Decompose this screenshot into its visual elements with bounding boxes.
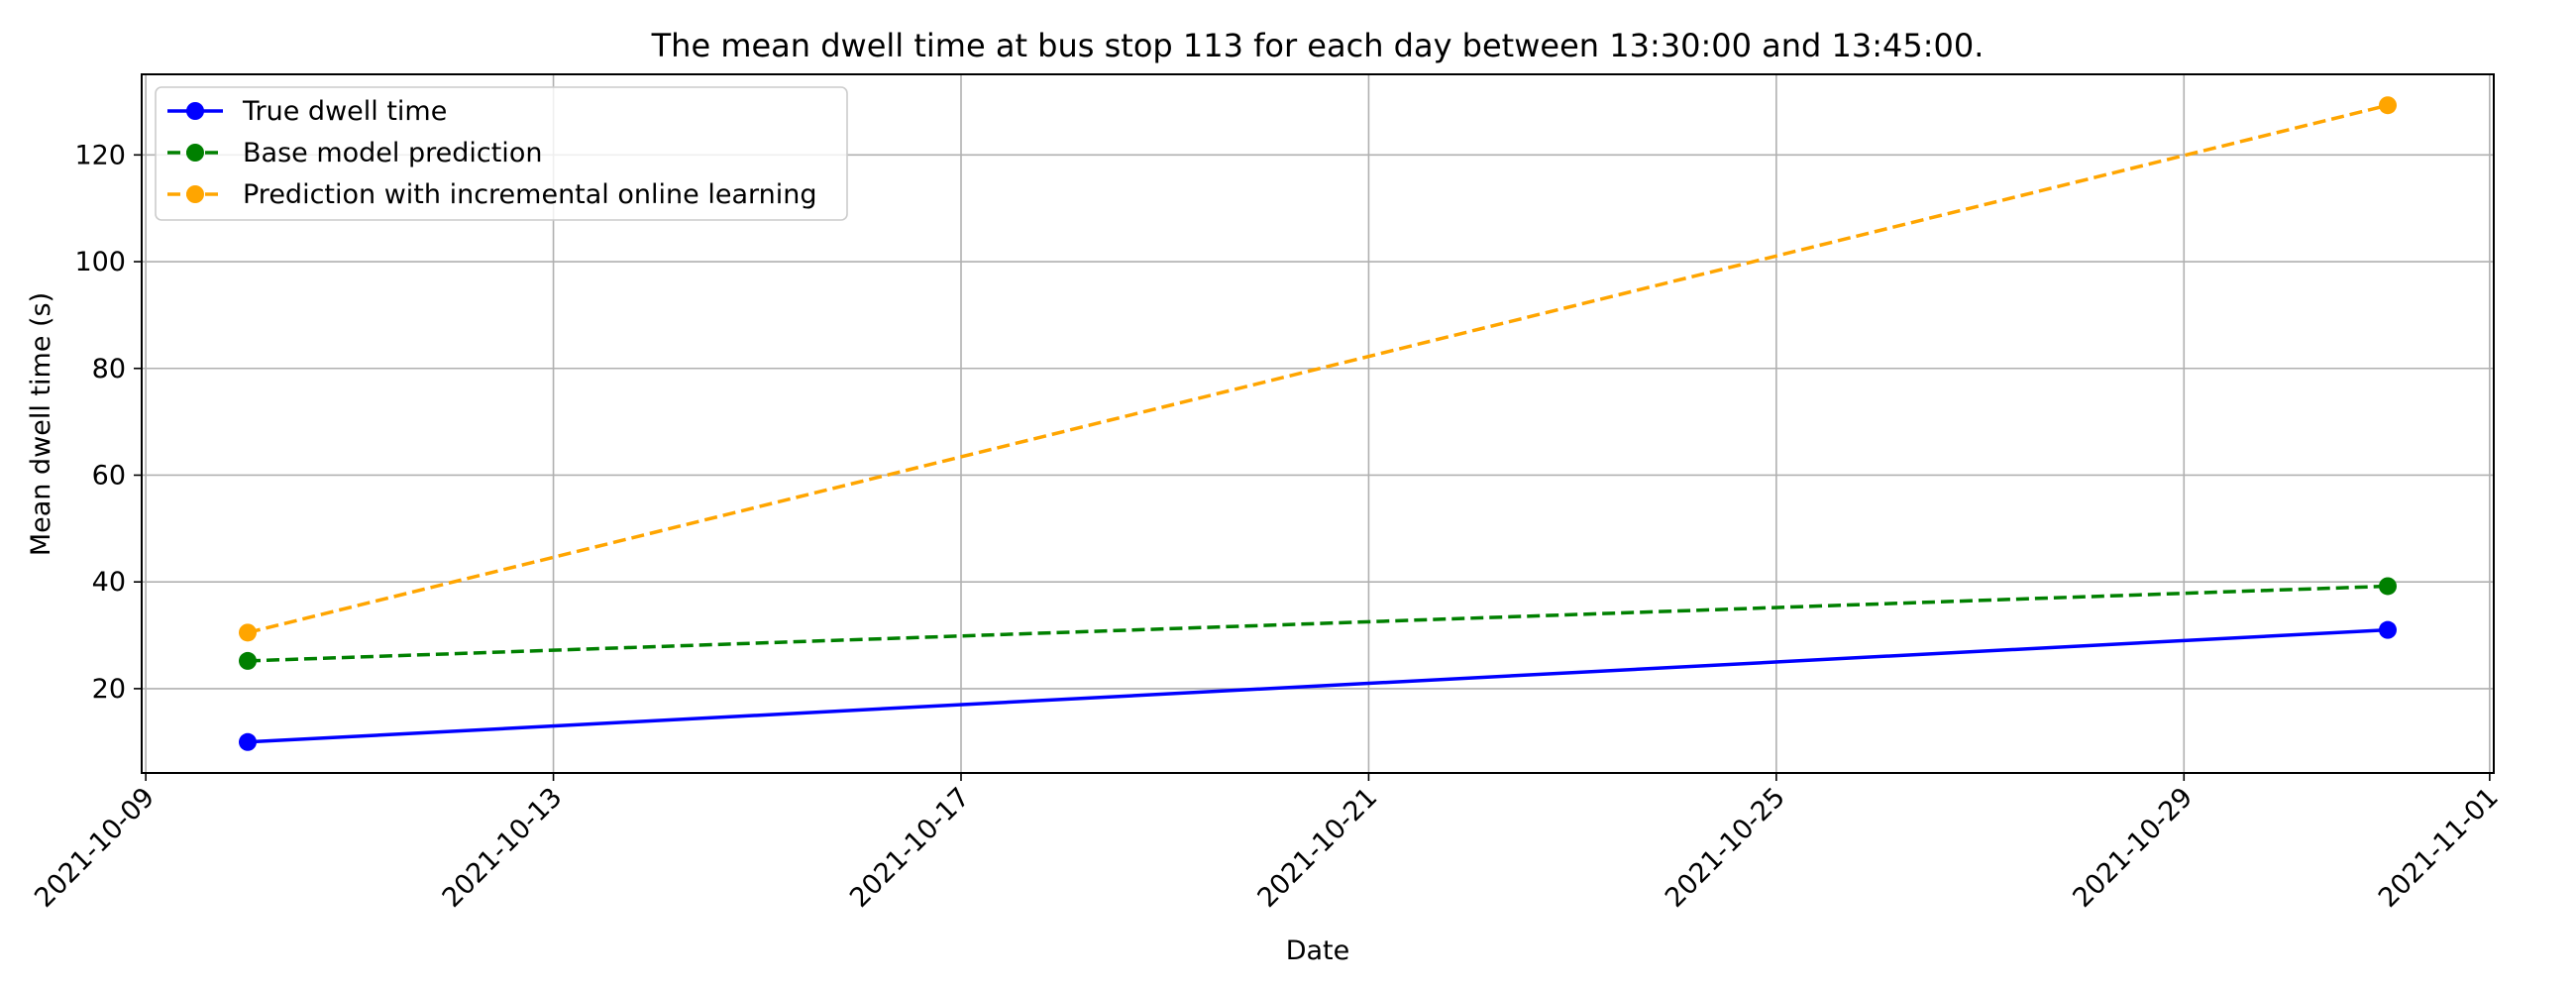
y-axis-ticks: 20 40 60 80 100 120 [74,140,142,705]
legend-label: Base model prediction [243,138,542,168]
data-point-marker [239,651,257,670]
y-tick-label: 60 [92,460,126,491]
chart-title: The mean dwell time at bus stop 113 for … [651,27,1985,64]
y-tick-label: 80 [92,354,126,385]
data-point-marker [239,623,257,642]
legend-marker-swatch [186,144,204,162]
plot-area-frame [141,73,2495,774]
series-line [247,627,2389,744]
legend-label: Prediction with incremental online learn… [243,179,817,210]
y-axis-label: Mean dwell time (s) [26,292,56,556]
y-tick-label: 100 [74,247,126,277]
data-point-marker [2379,620,2397,639]
data-point-marker [239,732,257,751]
legend-label: True dwell time [242,96,447,127]
y-tick-label: 20 [92,674,126,705]
legend: True dwell time Base model prediction Pred… [155,86,848,221]
legend-marker-swatch [186,102,204,120]
data-point-marker [2379,96,2397,115]
x-axis-label: Date [1286,936,1350,966]
y-tick-label: 40 [92,567,126,598]
legend-box [155,86,848,221]
series-lines [247,103,2389,744]
series-markers [239,96,2397,751]
y-tick-label: 120 [74,140,126,170]
data-point-marker [2379,577,2397,596]
legend-marker-swatch [186,185,204,203]
series-line [247,103,2389,635]
